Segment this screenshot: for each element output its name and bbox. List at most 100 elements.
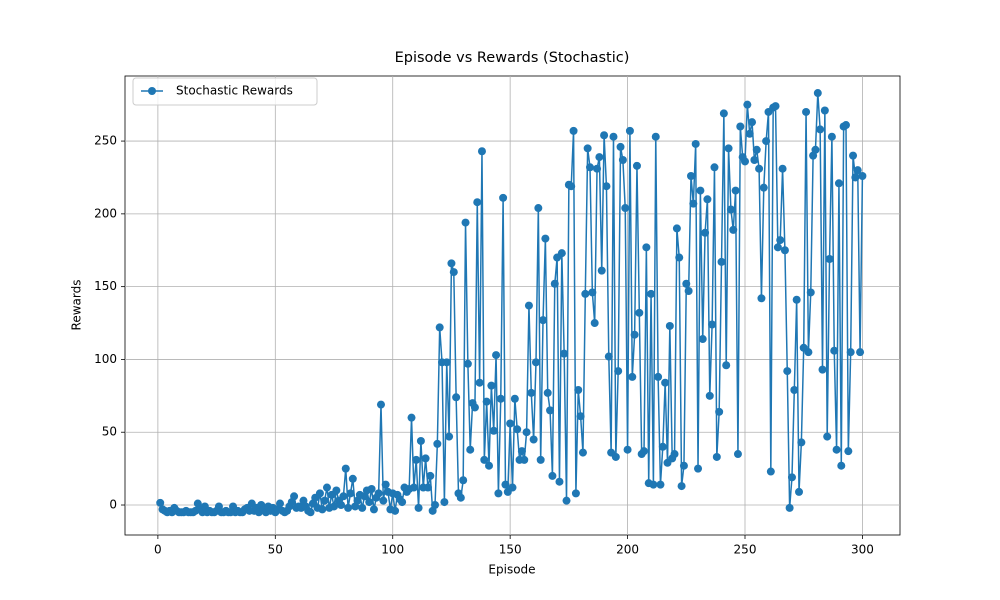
marker (804, 348, 813, 357)
marker (658, 442, 667, 451)
marker (306, 508, 315, 517)
marker (792, 295, 801, 304)
marker (743, 100, 752, 109)
marker (374, 489, 383, 498)
marker (682, 279, 691, 288)
marker (736, 122, 745, 131)
marker (750, 155, 759, 164)
marker (600, 131, 609, 140)
marker (827, 132, 836, 141)
marker (724, 144, 733, 153)
marker (679, 461, 688, 470)
marker (689, 199, 698, 208)
legend-marker (148, 87, 156, 95)
marker (557, 249, 566, 258)
marker (546, 406, 555, 415)
marker (762, 137, 771, 146)
marker (449, 268, 458, 277)
y-tick-label: 100 (94, 352, 117, 366)
marker (806, 288, 815, 297)
marker (665, 321, 674, 330)
marker (571, 489, 580, 498)
y-tick-label: 0 (109, 498, 117, 512)
marker (431, 501, 439, 510)
marker (752, 145, 761, 154)
marker (670, 450, 679, 459)
marker (797, 438, 806, 447)
marker (318, 505, 327, 514)
marker (569, 126, 578, 135)
marker (649, 480, 658, 489)
marker (574, 386, 583, 395)
marker (376, 400, 385, 409)
marker (785, 503, 794, 512)
marker (567, 182, 576, 191)
marker (684, 287, 693, 296)
marker (628, 372, 637, 381)
marker (156, 498, 165, 507)
marker (499, 193, 508, 202)
marker (780, 246, 789, 255)
marker (616, 142, 625, 151)
marker (773, 243, 782, 252)
marker (726, 205, 735, 214)
marker (661, 378, 670, 387)
marker (447, 259, 456, 268)
marker (802, 107, 811, 116)
marker (816, 125, 825, 134)
marker (482, 397, 491, 406)
marker (475, 378, 484, 387)
marker (435, 323, 444, 332)
marker (555, 477, 564, 486)
marker (844, 447, 853, 456)
marker (686, 172, 695, 181)
marker (701, 228, 710, 237)
marker (602, 182, 611, 191)
marker (412, 455, 421, 464)
marker (787, 473, 796, 482)
marker (642, 243, 651, 252)
marker (586, 163, 594, 172)
marker (647, 289, 656, 298)
marker (315, 489, 324, 498)
marker (823, 432, 832, 441)
marker (722, 361, 731, 370)
marker (654, 372, 663, 381)
marker (414, 503, 423, 512)
marker (560, 349, 569, 358)
marker (846, 348, 855, 357)
marker (776, 236, 785, 245)
marker (621, 204, 630, 213)
marker (832, 445, 841, 454)
marker (398, 498, 407, 507)
marker (696, 186, 705, 195)
marker (365, 498, 374, 507)
marker (459, 476, 468, 485)
marker (741, 157, 749, 166)
marker (590, 319, 599, 328)
marker (358, 503, 367, 512)
legend-box (132, 77, 318, 106)
marker (541, 234, 550, 243)
marker (332, 486, 341, 495)
marker (466, 445, 475, 454)
marker (715, 407, 724, 416)
marker (379, 496, 388, 505)
marker (433, 439, 442, 448)
marker (630, 330, 639, 339)
marker (691, 139, 700, 148)
marker (320, 496, 329, 505)
y-tick-label: 150 (94, 279, 117, 293)
marker (517, 447, 526, 456)
marker (853, 166, 862, 175)
marker (710, 163, 719, 172)
y-tick-label: 50 (102, 425, 117, 439)
marker (506, 419, 515, 428)
marker (595, 153, 604, 162)
marker (534, 204, 543, 213)
marker (322, 483, 331, 492)
marker (858, 172, 867, 181)
marker (524, 301, 533, 310)
marker (510, 394, 519, 403)
